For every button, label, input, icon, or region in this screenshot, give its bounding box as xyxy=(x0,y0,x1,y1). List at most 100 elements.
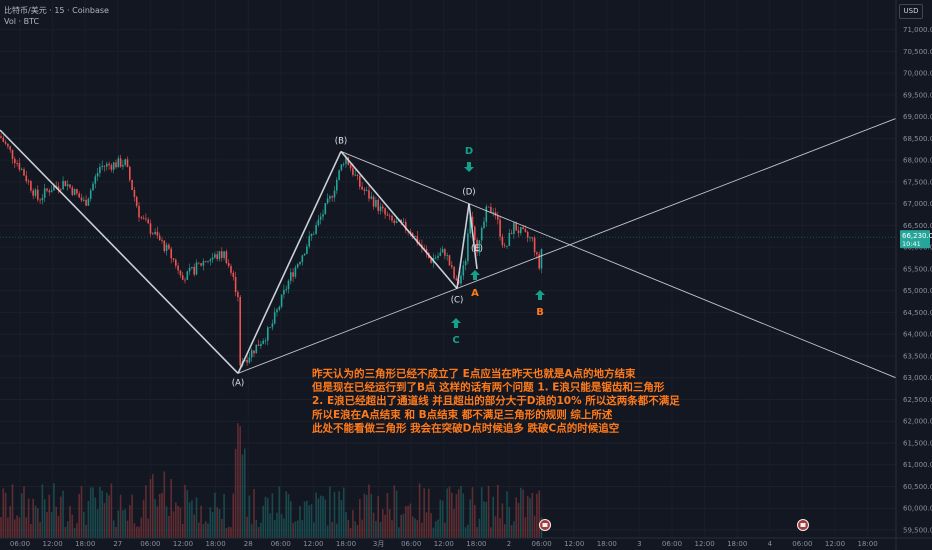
candle-body xyxy=(92,183,94,191)
candle-body xyxy=(115,162,117,168)
time-tick-label: 06:00 xyxy=(10,540,30,548)
candle-body xyxy=(483,221,485,228)
time-tick-label: 06:00 xyxy=(401,540,421,548)
candle-body xyxy=(4,141,7,144)
candle-body xyxy=(476,239,478,253)
volume-bar xyxy=(303,501,306,538)
time-axis[interactable]: 06:00 12:00 18:00 27 06:00 12:00 18:00 28 06:00 1… xyxy=(0,537,932,548)
volume-bar xyxy=(110,483,113,538)
volume-bar xyxy=(354,521,356,538)
volume-bar xyxy=(497,484,499,538)
candle-body xyxy=(7,143,9,147)
volume-bar xyxy=(471,487,474,538)
candle-body xyxy=(444,249,446,256)
candle-body xyxy=(474,226,476,240)
volume-bar xyxy=(331,521,333,538)
volume-bar xyxy=(53,483,55,538)
candle-body xyxy=(336,179,338,191)
candle-body xyxy=(313,233,315,235)
candle-body xyxy=(303,253,306,256)
candle-body xyxy=(200,263,202,266)
time-tick-label: 4 xyxy=(768,540,773,548)
candle-body xyxy=(32,190,34,196)
volume-bar xyxy=(135,526,138,538)
candle-body xyxy=(0,136,2,138)
price-tag-box xyxy=(900,230,930,249)
price-tick-label: 61,000.00 xyxy=(903,461,932,469)
volume-bar xyxy=(520,487,522,538)
grid-lines xyxy=(0,0,896,538)
candle-body xyxy=(301,255,304,263)
candle-body xyxy=(119,158,122,167)
candle-body xyxy=(133,189,136,197)
annotation-text: 昨天认为的三角形已经不成立了 E点应当在昨天也就是A点的地方结束但是现在已经运行… xyxy=(311,367,680,434)
price-tick-label: 66,500.00 xyxy=(903,222,932,230)
volume-bar xyxy=(522,489,524,538)
annotation-line: 昨天认为的三角形已经不成立了 E点应当在昨天也就是A点的地方结束 xyxy=(312,367,636,380)
candle-body xyxy=(501,236,504,246)
time-tick-label: 12:00 xyxy=(564,540,584,548)
candle-body xyxy=(267,327,269,341)
volume-bar xyxy=(64,527,67,538)
candle-body xyxy=(480,227,483,241)
volume-bar xyxy=(152,474,154,538)
volume-bar xyxy=(407,505,409,538)
candle-body xyxy=(533,237,536,253)
currency-button[interactable]: USD xyxy=(899,4,923,19)
volume-bar xyxy=(257,526,260,538)
wave-labels: (A) (B) (C) (D) (E) xyxy=(232,136,483,388)
volume-bar xyxy=(39,522,41,538)
candle-body xyxy=(354,174,356,176)
candle-body xyxy=(315,224,317,234)
volume-bar xyxy=(11,484,14,538)
volume-bar xyxy=(336,523,338,538)
volume-bar xyxy=(179,507,182,538)
volume-bar xyxy=(126,520,129,538)
volume-bar xyxy=(115,527,117,538)
volume-bar xyxy=(23,486,25,538)
candle-body xyxy=(453,267,455,279)
candle-body xyxy=(349,164,352,169)
volume-bar xyxy=(92,487,94,538)
candle-body xyxy=(448,255,451,266)
wave-line-a-b xyxy=(237,151,342,374)
time-tick-label: 18:00 xyxy=(206,540,226,548)
chart-header: 比特币/美元 · 15 · Coinbase Vol · BTC xyxy=(4,5,109,27)
candle-body xyxy=(264,340,267,342)
volume-bar xyxy=(448,486,451,538)
volume-bar xyxy=(368,484,370,538)
time-tick-label: 12:00 xyxy=(825,540,845,548)
candle-body xyxy=(39,199,41,201)
candle-body xyxy=(294,267,297,277)
candle-body xyxy=(163,240,166,251)
candle-body xyxy=(292,272,294,277)
volume-bar xyxy=(280,513,283,538)
candle-body xyxy=(223,251,225,258)
volume-bar xyxy=(230,527,232,538)
candle-body xyxy=(359,175,361,187)
price-axis[interactable]: 71,000.00 70,500.00 70,000.00 69,500.00 69,0… xyxy=(895,0,932,550)
candle-body xyxy=(319,216,322,220)
volume-bar xyxy=(273,520,276,538)
candle-body xyxy=(34,189,37,196)
volume-bar xyxy=(191,500,193,538)
wave-label: (E) xyxy=(471,244,483,254)
price-tick-label: 60,000.00 xyxy=(903,505,932,513)
event-icons[interactable] xyxy=(539,519,809,531)
candle-body xyxy=(110,165,113,170)
volume-bar xyxy=(108,495,110,538)
symbol-title[interactable]: 比特币/美元 · 15 · Coinbase xyxy=(4,6,109,15)
candle-body xyxy=(285,289,287,291)
volume-bar xyxy=(372,512,375,538)
volume-bar xyxy=(50,511,53,538)
volume-bar xyxy=(292,522,294,538)
candle-body xyxy=(513,222,515,234)
volume-bar xyxy=(117,510,120,538)
event-icon-glyph xyxy=(542,523,548,527)
time-tick-label: 06:00 xyxy=(662,540,682,548)
volume-bar xyxy=(432,527,435,538)
candle-body xyxy=(257,344,260,346)
volume-bar xyxy=(211,511,214,538)
volume-bar xyxy=(460,485,462,538)
